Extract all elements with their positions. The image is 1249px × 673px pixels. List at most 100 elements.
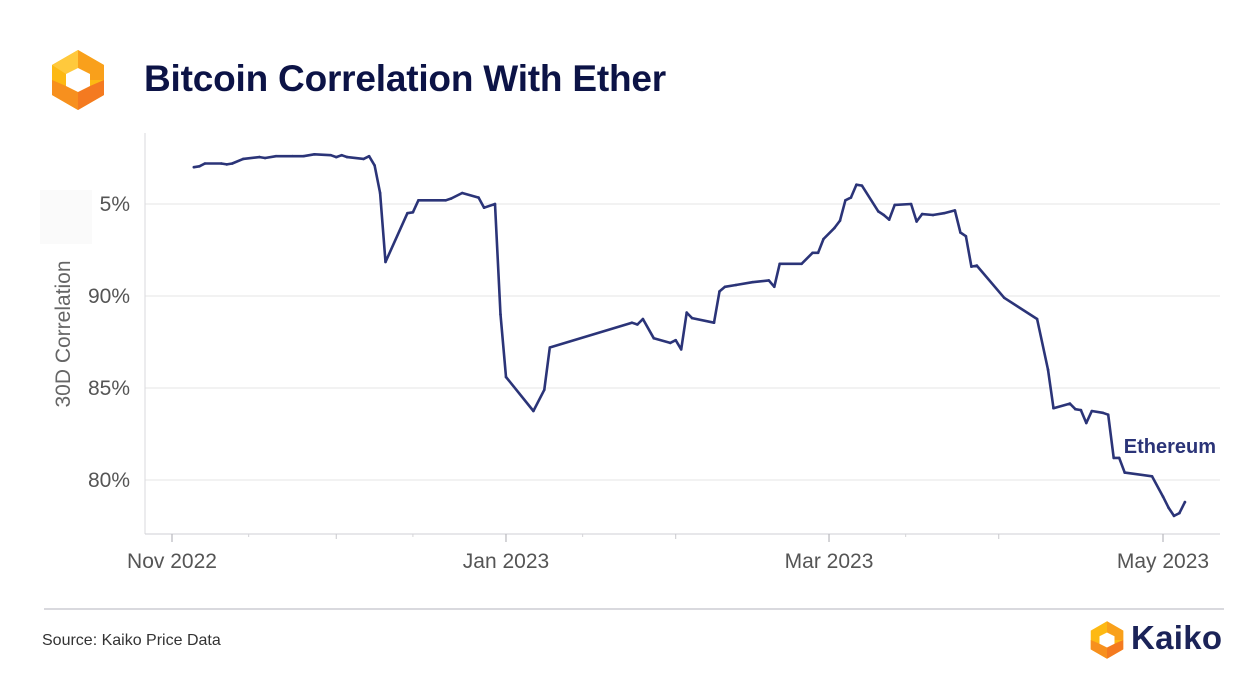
series-point <box>1068 402 1072 405</box>
series-point <box>378 191 382 195</box>
x-tick-label: Mar 2023 <box>785 550 874 573</box>
series-point <box>1183 500 1187 504</box>
series-point <box>345 155 349 159</box>
logo-facet-left <box>52 50 78 74</box>
series-point <box>942 211 946 215</box>
gridlines <box>145 203 1220 481</box>
series-point <box>636 323 639 326</box>
series-point <box>411 211 415 214</box>
series-point <box>1052 406 1055 410</box>
series-point <box>499 313 502 316</box>
chart-header: Bitcoin Correlation With Ether <box>46 48 946 112</box>
series-line-ethereum <box>192 153 1187 518</box>
series-point <box>548 346 552 349</box>
series-point <box>953 209 957 212</box>
series-point <box>800 262 803 266</box>
series-point <box>302 154 305 158</box>
x-tick-label: May 2023 <box>1117 550 1209 573</box>
series-point <box>192 165 196 169</box>
series-point <box>887 218 891 221</box>
series-point <box>1106 413 1110 417</box>
series-point <box>313 153 316 156</box>
series-point <box>685 311 688 314</box>
series-point <box>668 341 672 345</box>
series-point <box>1123 471 1126 474</box>
series-point <box>778 262 781 266</box>
series-point <box>931 213 935 217</box>
series-point <box>712 321 716 325</box>
series-point <box>1085 421 1088 425</box>
series-point <box>838 219 842 222</box>
series-point <box>1035 317 1039 321</box>
series-point <box>1112 456 1115 460</box>
series-point <box>860 184 864 187</box>
series-point <box>335 155 338 159</box>
series-point <box>882 213 886 217</box>
series-point <box>493 202 497 206</box>
series-point <box>291 154 294 158</box>
y-tick-label: 80% <box>88 469 130 492</box>
series-point <box>959 231 962 234</box>
series-point <box>329 153 333 157</box>
series-point <box>674 338 677 342</box>
series-point <box>367 154 371 158</box>
series-point <box>460 191 464 195</box>
logo-center <box>66 68 90 92</box>
series-point <box>230 162 234 165</box>
series-point <box>198 165 201 168</box>
series-point <box>909 202 913 206</box>
y-tick-label: 85% <box>88 377 130 400</box>
series-point <box>630 321 634 325</box>
series-point <box>767 279 771 282</box>
logo-facet-bottom <box>52 80 78 110</box>
series-point <box>1161 495 1165 498</box>
series-point <box>723 285 727 289</box>
series-point <box>203 162 207 165</box>
series-point <box>690 316 694 320</box>
series-point <box>822 237 825 241</box>
series-point <box>373 164 376 167</box>
series-point <box>915 220 918 223</box>
y-axis-title: 30D Correlation <box>52 260 75 407</box>
series-point <box>477 196 480 199</box>
series-point <box>1101 411 1105 415</box>
brand-center <box>1099 632 1115 648</box>
series-point <box>833 226 836 230</box>
kaiko-hexagon-icon <box>52 50 104 110</box>
series-point <box>855 183 858 186</box>
series-point <box>641 317 645 321</box>
logo-facet-lower <box>78 80 104 110</box>
series-point <box>258 155 261 159</box>
series-label-ethereum: Ethereum <box>1124 436 1216 458</box>
x-tick-label: Nov 2022 <box>127 550 217 573</box>
series-point <box>444 199 448 202</box>
source-note: Source: Kaiko Price Data <box>42 632 221 649</box>
series-point <box>734 283 738 287</box>
kaiko-brand: Kaiko <box>1087 618 1232 662</box>
series-point <box>718 290 721 293</box>
series-point <box>964 234 968 238</box>
series-point <box>816 251 820 255</box>
series-point <box>1002 296 1006 300</box>
series-point <box>751 280 754 284</box>
series-point <box>1079 408 1083 412</box>
brand-facet-lower <box>1107 640 1124 659</box>
series-point <box>811 251 814 255</box>
footer-divider <box>44 608 1224 610</box>
series-point <box>1167 506 1170 509</box>
series-point <box>844 199 847 202</box>
series-point <box>1172 514 1176 518</box>
series-point <box>893 203 896 207</box>
series-point <box>362 157 365 161</box>
series-point <box>975 264 979 267</box>
series-point <box>532 409 535 413</box>
y-tick-label: 90% <box>88 285 130 308</box>
x-tick-label: Jan 2023 <box>463 550 549 573</box>
series-point <box>543 388 546 392</box>
series-point <box>1178 511 1181 515</box>
series-point <box>1074 407 1077 411</box>
brand-facet-bottom <box>1090 640 1107 659</box>
series-points <box>192 153 1187 518</box>
series-point <box>504 375 508 379</box>
